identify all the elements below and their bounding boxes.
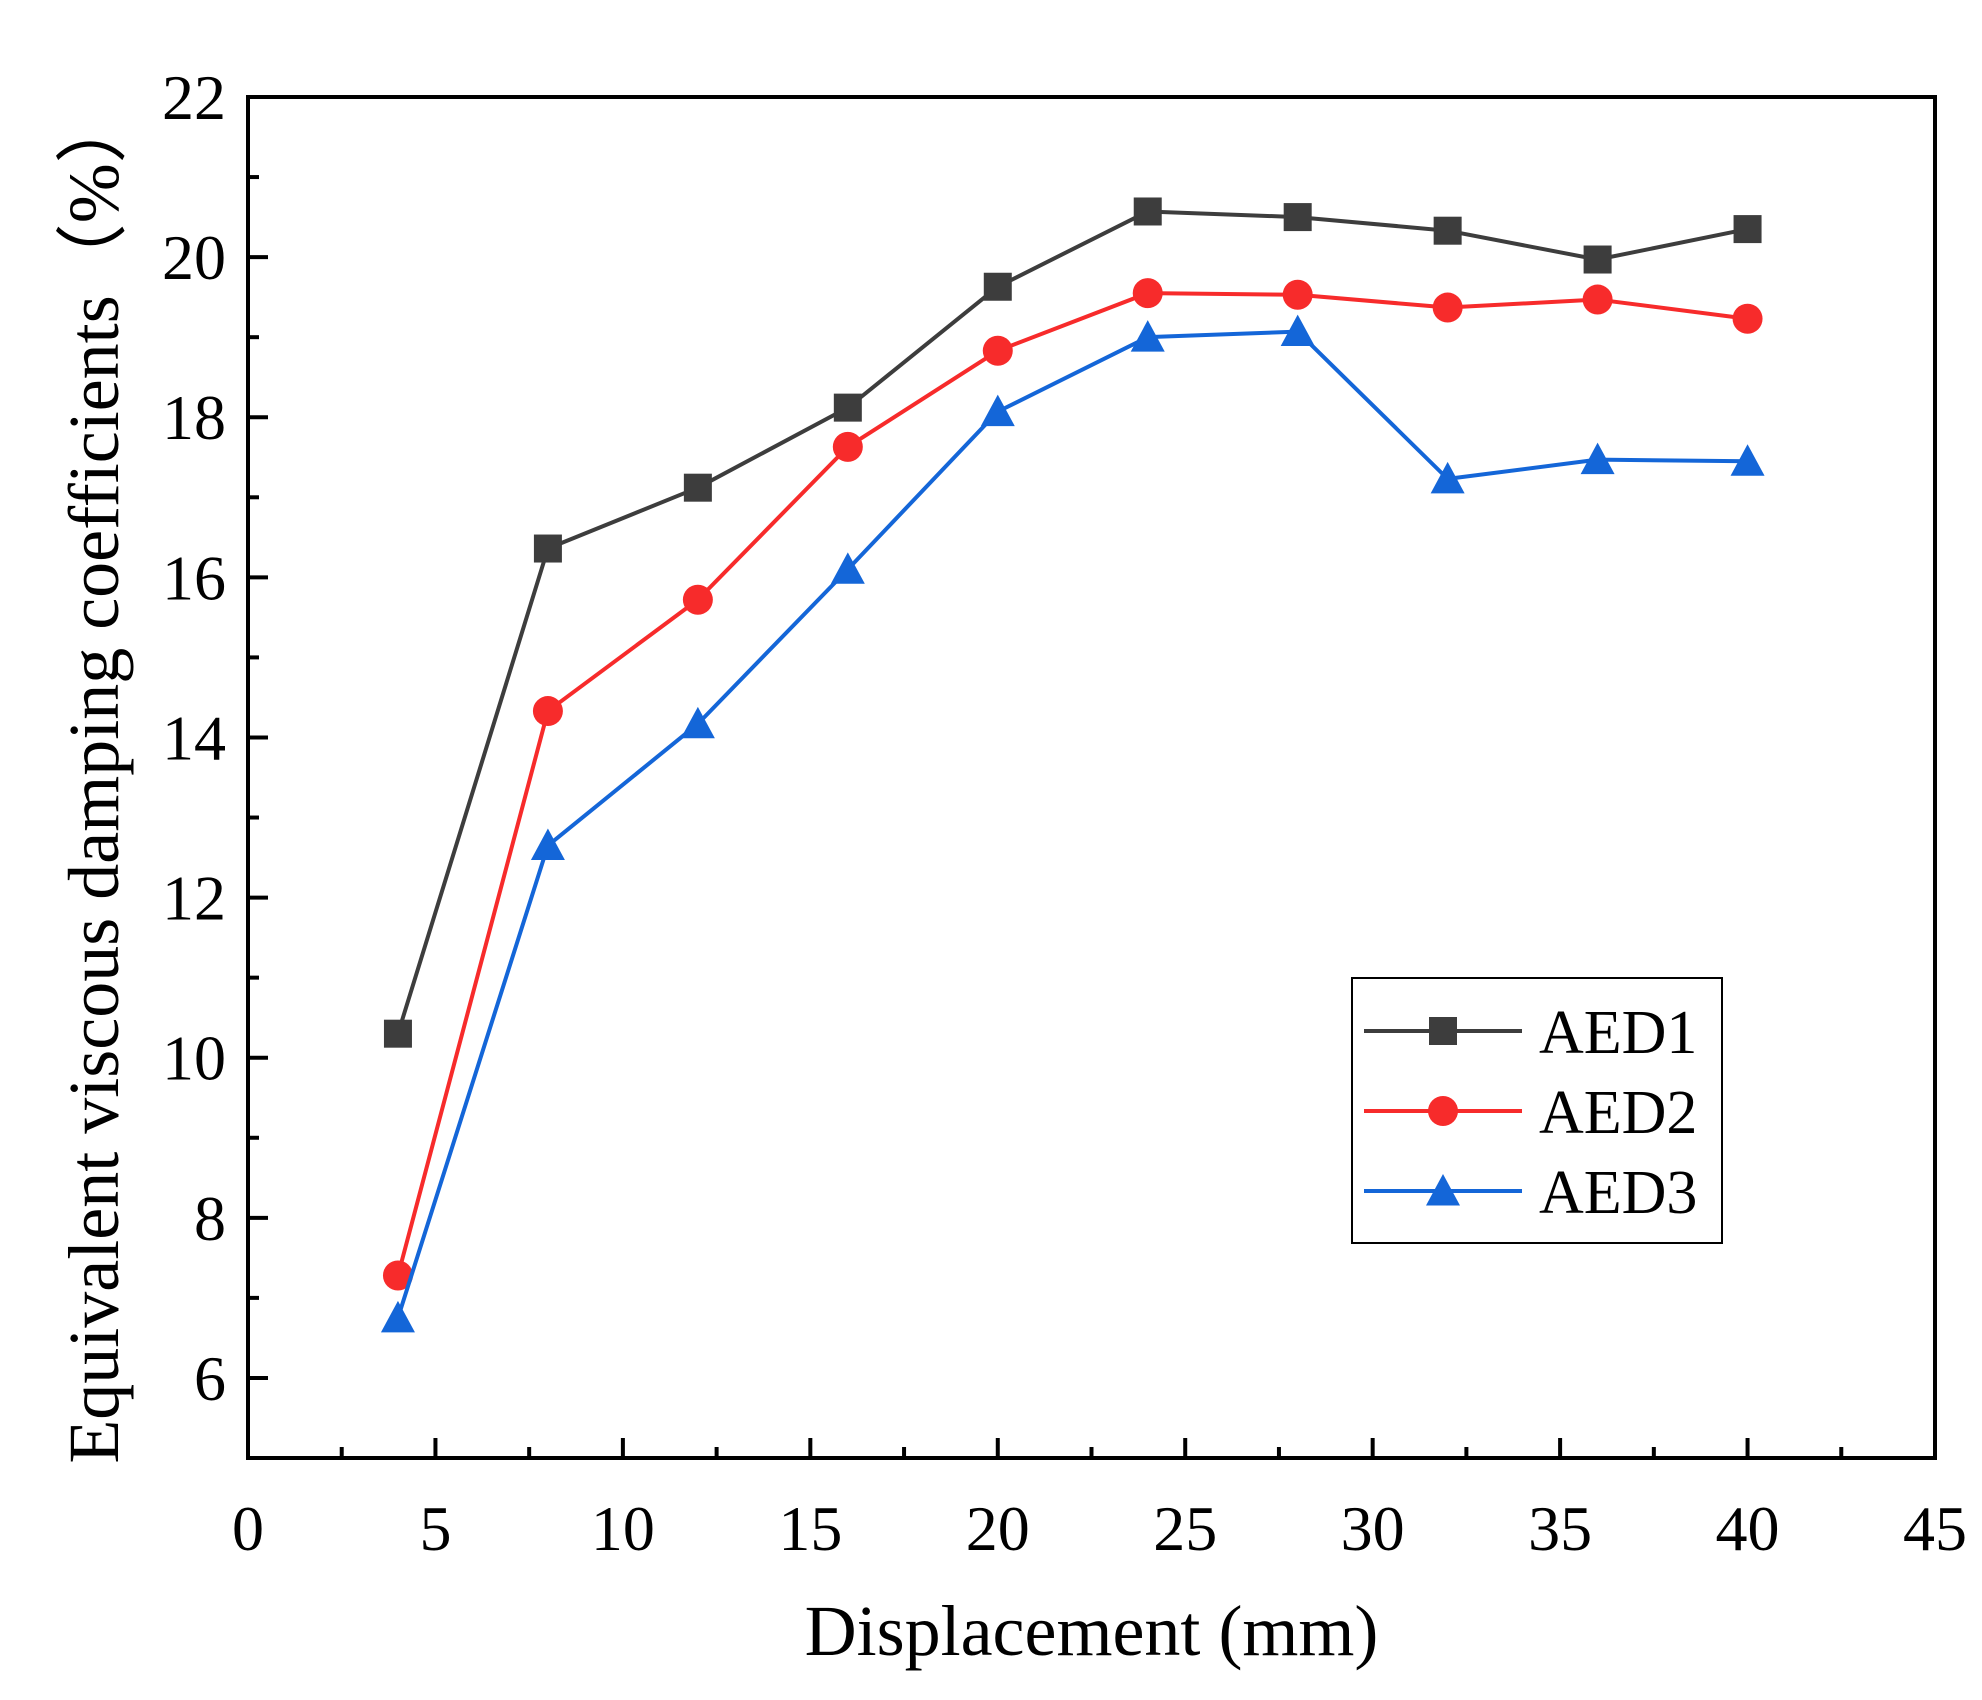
data-point-aed3 [1280, 314, 1315, 347]
data-point-aed3 [530, 828, 565, 860]
data-point-aed1 [383, 1019, 412, 1048]
data-point-aed1 [533, 534, 562, 563]
data-point-aed3 [980, 394, 1015, 427]
data-point-aed3 [1130, 320, 1165, 352]
legend-items: AED1 AED2 AED3 [1364, 999, 1697, 1227]
ticks-layer [246, 95, 1937, 1458]
y-tick-label: 10 [162, 1023, 226, 1094]
data-point-aed1 [983, 272, 1012, 301]
data-point-aed3 [380, 1300, 415, 1333]
x-tick-label: 25 [1153, 1493, 1217, 1564]
legend-item-aed3: AED3 [1364, 1159, 1697, 1227]
legend-item-aed2: AED2 [1364, 1079, 1697, 1147]
data-point-aed2 [532, 696, 563, 727]
data-point-aed1 [833, 393, 862, 422]
data-point-aed2 [1282, 279, 1313, 310]
y-tick-label: 12 [162, 863, 226, 934]
data-point-aed1 [683, 473, 712, 502]
data-point-aed1 [1733, 215, 1762, 244]
legend-marker-aed2 [1428, 1096, 1458, 1126]
y-tick-label: 18 [162, 382, 226, 453]
x-tick-label: 15 [778, 1493, 842, 1564]
legend: AED1 AED2 AED3 [1351, 977, 1723, 1244]
series-layer [380, 197, 1765, 1333]
series-line-aed3 [396, 329, 1748, 1319]
y-tick-label: 16 [162, 542, 226, 613]
legend-marker-aed3 [1426, 1174, 1460, 1206]
legend-label-aed3: AED3 [1539, 1159, 1697, 1227]
y-tick-label: 14 [162, 702, 226, 773]
series-aed2 [382, 278, 1763, 1291]
data-point-aed3 [1580, 442, 1615, 475]
x-tick-label: 35 [1528, 1493, 1592, 1564]
data-point-aed2 [832, 431, 863, 462]
x-tick-label: 45 [1903, 1493, 1967, 1564]
plot-frame [246, 95, 1937, 1460]
legend-label-aed2: AED2 [1539, 1079, 1697, 1147]
data-point-aed1 [1433, 216, 1462, 245]
x-tick-label: 5 [419, 1493, 451, 1564]
data-point-aed3 [830, 552, 865, 584]
data-point-aed2 [1732, 303, 1763, 334]
x-tick-label: 40 [1716, 1493, 1780, 1564]
data-point-aed3 [1430, 461, 1465, 494]
y-axis-title: Equivalent viscous damping coefficients（… [54, 91, 134, 1463]
x-axis-title: Displacement (mm) [805, 1591, 1379, 1671]
series-aed1 [383, 197, 1762, 1048]
data-point-aed3 [680, 706, 715, 739]
data-point-aed2 [982, 335, 1013, 366]
x-tick-label: 10 [591, 1493, 655, 1564]
legend-label-aed1: AED1 [1539, 999, 1697, 1067]
data-point-aed2 [682, 584, 713, 615]
y-tick-label: 20 [162, 222, 226, 293]
x-tick-label: 30 [1341, 1493, 1405, 1564]
x-tick-label: 20 [966, 1493, 1030, 1564]
series-line-aed2 [396, 291, 1748, 1276]
data-point-aed2 [1132, 278, 1163, 309]
legend-marker-aed1 [1429, 1017, 1457, 1045]
labels-layer: 0 5 10 15 20 25 30 35 40 45 6 8 10 12 14 16 18 20 22 [162, 62, 1967, 1564]
data-point-aed2 [1582, 284, 1613, 315]
legend-item-aed1: AED1 [1364, 999, 1697, 1067]
data-point-aed1 [1133, 197, 1162, 226]
data-point-aed2 [382, 1260, 413, 1291]
data-point-aed3 [1730, 444, 1765, 476]
data-point-aed2 [1432, 292, 1463, 323]
y-tick-label: 8 [194, 1183, 226, 1254]
series-line-aed1 [396, 209, 1748, 1035]
y-tick-label: 22 [162, 62, 226, 133]
series-aed3 [380, 314, 1765, 1333]
y-tick-label: 6 [194, 1343, 226, 1414]
data-point-aed1 [1583, 245, 1612, 274]
data-point-aed1 [1283, 203, 1312, 232]
x-tick-label: 0 [232, 1493, 264, 1564]
